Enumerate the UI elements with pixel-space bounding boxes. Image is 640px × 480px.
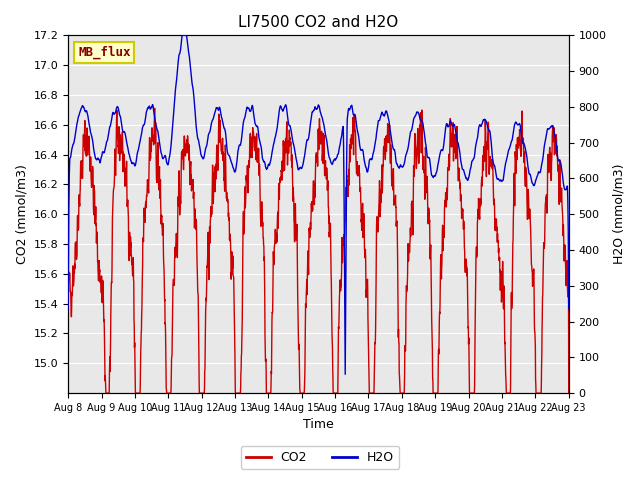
Title: LI7500 CO2 and H2O: LI7500 CO2 and H2O (238, 15, 399, 30)
Legend: CO2, H2O: CO2, H2O (241, 446, 399, 469)
Y-axis label: H2O (mmol/m3): H2O (mmol/m3) (612, 164, 625, 264)
Y-axis label: CO2 (mmol/m3): CO2 (mmol/m3) (15, 164, 28, 264)
X-axis label: Time: Time (303, 419, 334, 432)
Text: MB_flux: MB_flux (78, 46, 131, 60)
